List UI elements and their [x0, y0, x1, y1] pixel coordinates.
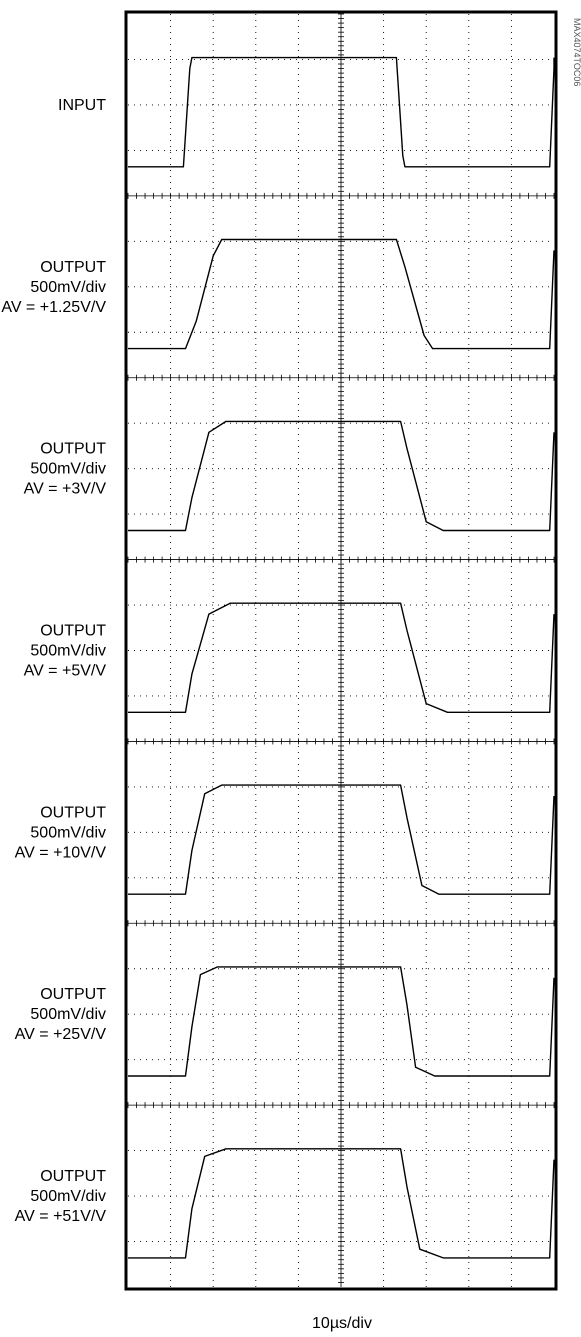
channel-label-line: AV = +1.25V/V: [1, 299, 106, 316]
trace-2: [128, 238, 555, 350]
trace-6: [128, 966, 555, 1077]
x-axis-label: 10µs/div: [312, 1315, 372, 1332]
channel-label-line: OUTPUT: [40, 623, 106, 640]
channel-label-line: AV = +25V/V: [15, 1026, 107, 1043]
channel-label-line: AV = +5V/V: [24, 663, 107, 680]
scope-frame: [124, 10, 558, 1291]
trace-1: [128, 56, 555, 168]
channel-label-line: 500mV/div: [30, 461, 106, 478]
channel-label-line: 500mV/div: [30, 824, 106, 841]
channel-labels: INPUT OUTPUT 500mV/div AV = +1.25V/V OUTPUT 5…: [1, 97, 106, 1225]
figure-id: MAX4074TOC06: [572, 18, 581, 86]
channel-label-line: 500mV/div: [30, 1188, 106, 1205]
traces: [128, 56, 555, 1259]
channel-label-line: AV = +10V/V: [15, 844, 107, 861]
channel-label-line: INPUT: [58, 97, 106, 114]
channel-label-line: OUTPUT: [40, 259, 106, 276]
trace-3: [128, 420, 555, 532]
trace-5: [128, 784, 555, 895]
channel-label-line: OUTPUT: [40, 986, 106, 1003]
channel-label-line: 500mV/div: [30, 279, 106, 296]
graticule: [127, 13, 555, 1287]
channel-label-line: OUTPUT: [40, 441, 106, 458]
channel-label-line: AV = +51V/V: [15, 1208, 107, 1225]
channel-label-line: AV = +3V/V: [24, 481, 107, 498]
channel-label-line: OUTPUT: [40, 1168, 106, 1185]
channel-label-line: OUTPUT: [40, 804, 106, 821]
channel-label-line: 500mV/div: [30, 643, 106, 660]
trace-4: [128, 602, 555, 713]
trace-7: [128, 1148, 555, 1259]
channel-label-line: 500mV/div: [30, 1006, 106, 1023]
